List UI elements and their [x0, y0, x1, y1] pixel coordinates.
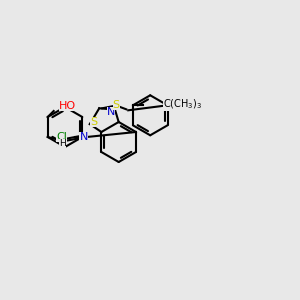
Text: N: N [80, 132, 88, 142]
Text: Cl: Cl [56, 132, 67, 142]
Text: S: S [90, 117, 98, 127]
Text: H: H [59, 139, 66, 148]
Text: HO: HO [59, 101, 76, 111]
Text: C(CH$_3$)$_3$: C(CH$_3$)$_3$ [163, 98, 202, 111]
Text: N: N [107, 106, 115, 117]
Text: S: S [113, 100, 120, 110]
